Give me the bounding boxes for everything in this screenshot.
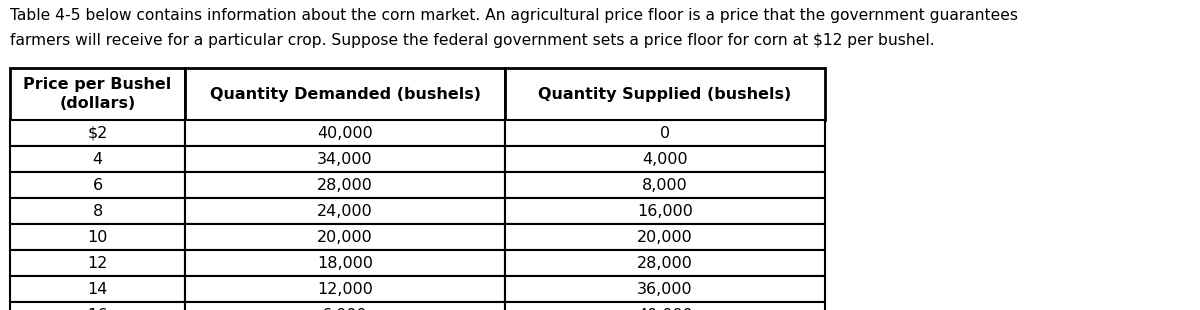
Bar	[505, 224, 826, 250]
Bar	[10, 224, 185, 250]
Text: 10: 10	[88, 229, 108, 245]
Bar	[10, 276, 185, 302]
Text: Table 4-5 below contains information about the corn market. An agricultural pric: Table 4-5 below contains information abo…	[10, 8, 1018, 23]
Text: 8: 8	[92, 203, 103, 219]
Text: 36,000: 36,000	[637, 281, 692, 296]
Text: 8,000: 8,000	[642, 178, 688, 193]
Bar	[505, 276, 826, 302]
Bar	[10, 68, 185, 120]
Bar	[10, 198, 185, 224]
Text: Quantity Supplied (bushels): Quantity Supplied (bushels)	[539, 86, 792, 101]
Bar	[505, 120, 826, 146]
Text: 20,000: 20,000	[637, 229, 692, 245]
Text: 20,000: 20,000	[317, 229, 373, 245]
Text: 0: 0	[660, 126, 670, 140]
Text: $2: $2	[88, 126, 108, 140]
Text: 6,000: 6,000	[322, 308, 368, 310]
Bar	[505, 68, 826, 120]
Bar	[185, 172, 505, 198]
Bar	[10, 250, 185, 276]
Text: 4: 4	[92, 152, 102, 166]
Bar	[505, 146, 826, 172]
Text: farmers will receive for a particular crop. Suppose the federal government sets : farmers will receive for a particular cr…	[10, 33, 935, 48]
Text: Quantity Demanded (bushels): Quantity Demanded (bushels)	[210, 86, 480, 101]
Text: 12: 12	[88, 255, 108, 271]
Bar	[185, 302, 505, 310]
Text: 40,000: 40,000	[317, 126, 373, 140]
Bar	[505, 172, 826, 198]
Bar	[10, 302, 185, 310]
Bar	[185, 250, 505, 276]
Text: 16: 16	[88, 308, 108, 310]
Text: 34,000: 34,000	[317, 152, 373, 166]
Bar	[505, 198, 826, 224]
Bar	[185, 68, 505, 120]
Text: 12,000: 12,000	[317, 281, 373, 296]
Text: 24,000: 24,000	[317, 203, 373, 219]
Bar	[185, 198, 505, 224]
Bar	[185, 224, 505, 250]
Text: 28,000: 28,000	[637, 255, 692, 271]
Bar	[185, 276, 505, 302]
Bar	[505, 302, 826, 310]
Text: Price per Bushel
(dollars): Price per Bushel (dollars)	[23, 77, 172, 111]
Bar	[505, 250, 826, 276]
Text: 28,000: 28,000	[317, 178, 373, 193]
Bar	[10, 120, 185, 146]
Bar	[185, 146, 505, 172]
Text: 18,000: 18,000	[317, 255, 373, 271]
Bar	[10, 146, 185, 172]
Bar	[10, 172, 185, 198]
Text: 40,000: 40,000	[637, 308, 692, 310]
Text: 6: 6	[92, 178, 102, 193]
Text: 14: 14	[88, 281, 108, 296]
Text: 16,000: 16,000	[637, 203, 692, 219]
Bar	[185, 120, 505, 146]
Text: 4,000: 4,000	[642, 152, 688, 166]
